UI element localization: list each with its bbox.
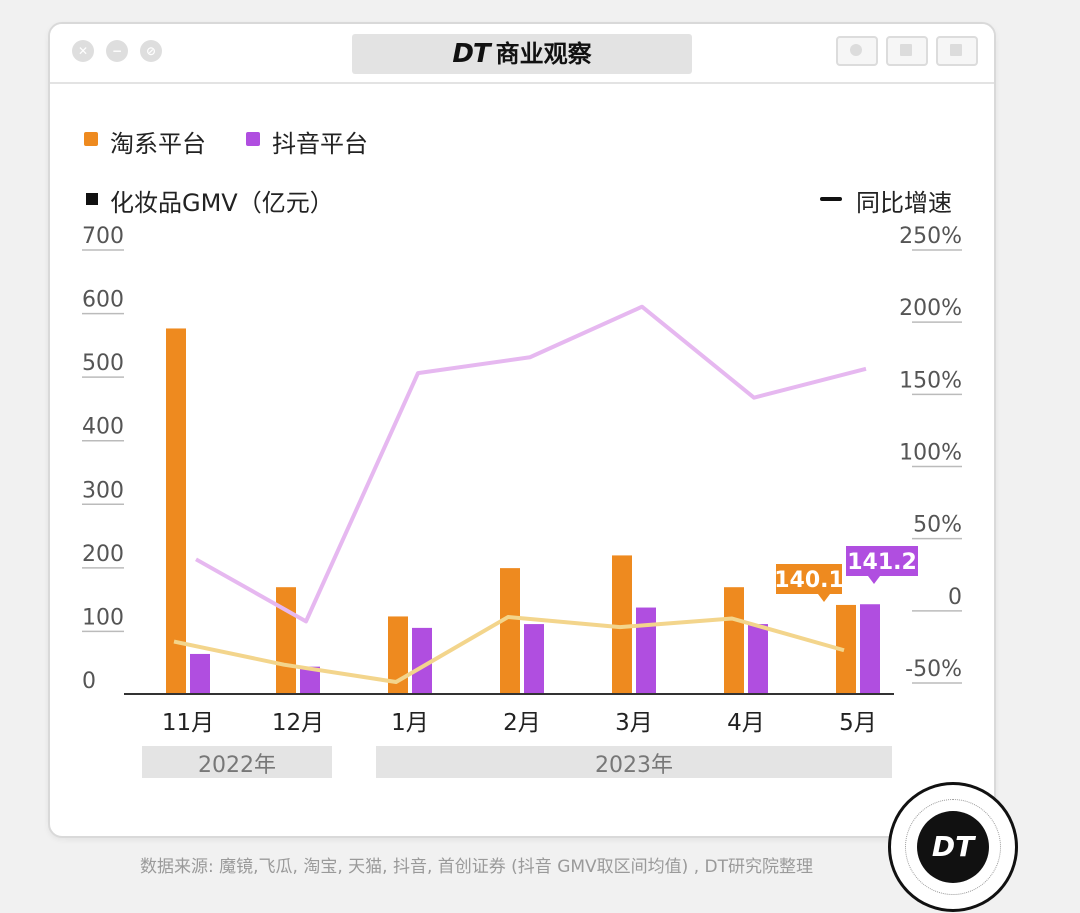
right-tick-label: 0 — [948, 585, 962, 610]
year-label-2022: 2022年 — [198, 753, 276, 778]
right-tick-label: 200% — [899, 296, 962, 321]
x-tick-label: 1月 — [391, 710, 429, 736]
right-tick-label: 150% — [899, 368, 962, 393]
gmv-legend-square — [86, 193, 98, 205]
x-tick-label: 4月 — [727, 710, 765, 736]
right-tick-label: 250% — [899, 224, 962, 249]
left-tick-label: 700 — [82, 224, 124, 249]
growth-legend-label: 同比增速 — [856, 189, 952, 217]
taobao-growth-line — [173, 615, 845, 684]
block-window-icon[interactable]: ⊘ — [140, 40, 162, 62]
douyin-bar — [412, 627, 432, 694]
douyin-bar — [300, 666, 320, 694]
left-tick-label: 400 — [82, 415, 124, 440]
dt-logo: DT — [452, 39, 490, 69]
x-tick-label: 2月 — [503, 710, 541, 736]
window-titlebar: ✕ − ⊘ DT 商业观察 — [50, 24, 994, 84]
left-tick-label: 200 — [82, 542, 124, 567]
taobao-data-label: 140.1 — [774, 568, 844, 593]
douyin-growth-line — [195, 304, 867, 624]
left-tick-label: 300 — [82, 478, 124, 503]
douyin-data-label-box — [846, 546, 918, 576]
douyin-bar — [190, 653, 210, 694]
x-tick-label: 12月 — [272, 710, 324, 736]
taobao-bar — [612, 555, 632, 694]
taobao-bar — [276, 587, 296, 694]
left-tick-label: 600 — [82, 288, 124, 313]
right-tick-label: -50% — [905, 657, 962, 682]
left-tick-label: 100 — [82, 605, 124, 630]
left-tick-label: 0 — [82, 669, 96, 694]
douyin-bar — [748, 624, 768, 694]
copy-button[interactable] — [936, 36, 978, 66]
taobao-data-label-pointer — [818, 594, 830, 602]
year-label-2023: 2023年 — [595, 753, 673, 778]
data-source-note: 数据来源: 魔镜,飞瓜, 淘宝, 天猫, 抖音, 首创证券 (抖音 GMV取区间… — [140, 857, 813, 877]
window-title-text: 商业观察 — [495, 40, 592, 68]
douyin-bar — [860, 604, 880, 694]
right-tick-label: 100% — [899, 441, 962, 466]
window-title: DT 商业观察 — [352, 34, 692, 74]
dt-badge: DT — [888, 782, 1018, 912]
taobao-bar — [836, 604, 856, 694]
close-window-icon[interactable]: ✕ — [72, 40, 94, 62]
left-tick-label: 500 — [82, 351, 124, 376]
taobao-bar — [500, 568, 520, 694]
taobao-bar — [388, 616, 408, 694]
growth-legend-line — [820, 197, 842, 201]
douyin-bar — [524, 624, 544, 694]
year-band-2023 — [376, 746, 892, 778]
taobao-bar — [166, 328, 186, 694]
taobao-data-label-box — [776, 564, 842, 594]
x-tick-label: 11月 — [162, 710, 214, 736]
taobao-bar — [724, 587, 744, 694]
share-button[interactable] — [886, 36, 928, 66]
minimize-window-icon[interactable]: − — [106, 40, 128, 62]
chart-window: ✕ − ⊘ DT 商业观察 — [48, 22, 996, 838]
douyin-bar — [636, 607, 656, 694]
x-tick-label: 5月 — [839, 710, 877, 736]
taobao-legend-swatch — [84, 132, 98, 146]
badge-ring — [905, 799, 1001, 895]
douyin-data-label: 141.2 — [847, 550, 917, 575]
right-tick-label: 50% — [913, 513, 962, 538]
douyin-legend-label: 抖音平台 — [272, 130, 368, 158]
taobao-legend-label: 淘系平台 — [110, 130, 206, 158]
badge-logo: DT — [917, 811, 989, 883]
x-tick-label: 3月 — [615, 710, 653, 736]
gmv-legend-label: 化妆品GMV（亿元） — [110, 189, 334, 217]
douyin-data-label-pointer — [868, 576, 880, 584]
douyin-legend-swatch — [246, 132, 260, 146]
year-band-2022 — [142, 746, 332, 778]
record-button[interactable] — [836, 36, 878, 66]
